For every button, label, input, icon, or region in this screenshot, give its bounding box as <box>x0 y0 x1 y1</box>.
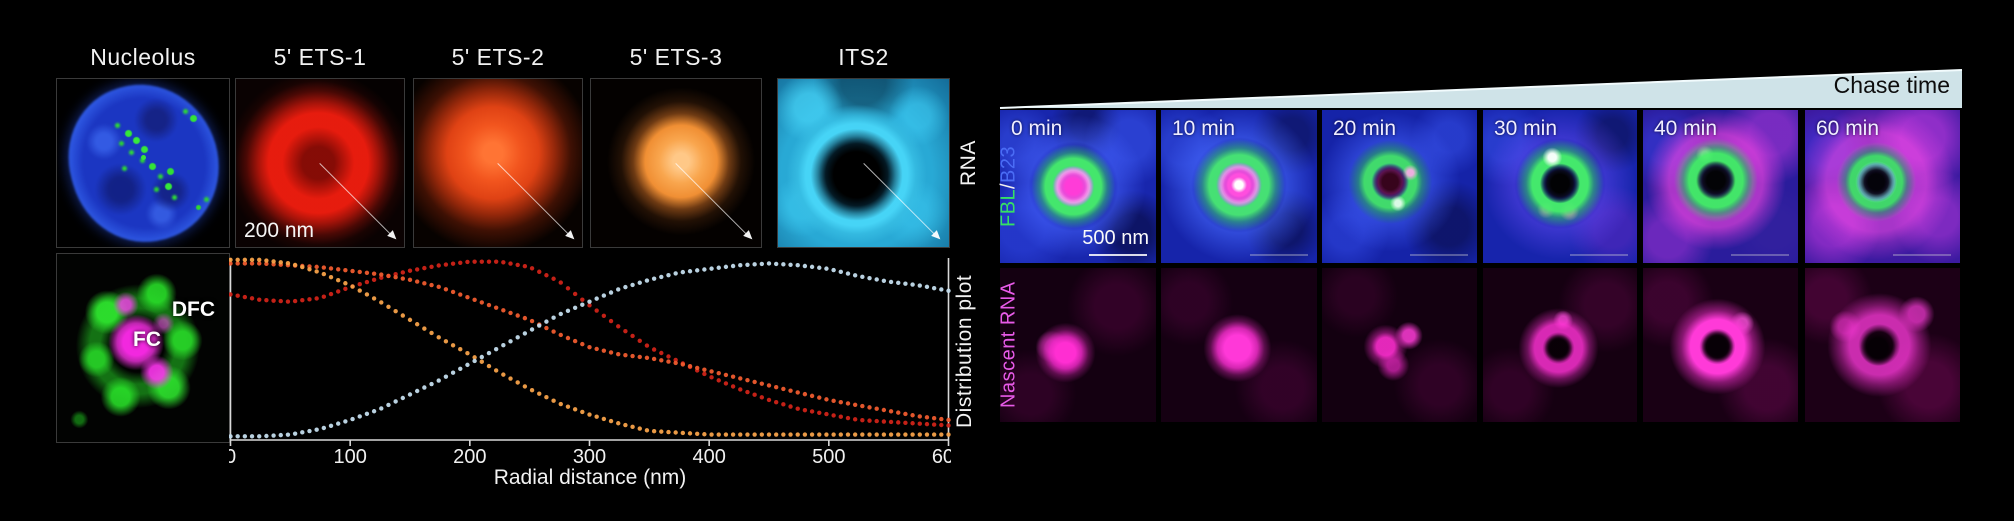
nucleolus-image <box>56 78 230 248</box>
chase-time-label: Chase time <box>1833 72 1950 98</box>
panel-title-nucleolus: Nucleolus <box>90 44 196 70</box>
fbl-b23-row-label: FBL / B23 <box>995 110 1023 263</box>
svg-text:500: 500 <box>812 446 845 467</box>
fbl-b23-image-60min: 60 min <box>1805 110 1960 263</box>
nascent-rna-row-label: Nascent RNA <box>997 281 1020 409</box>
nascent-rna-image-10min <box>1161 268 1317 422</box>
b23-label: B23 <box>997 145 1020 183</box>
panel-title-5ets1: 5' ETS-1 <box>273 44 367 70</box>
nascent-rna-image-20min <box>1322 268 1477 422</box>
svg-text:300: 300 <box>573 446 606 467</box>
scale-bar-line <box>1410 254 1468 256</box>
radial-distribution-plot: 0 100 200 300 400 500 600 <box>229 257 951 467</box>
green-speckles <box>141 155 146 160</box>
time-label-10min: 10 min <box>1172 117 1236 140</box>
svg-text:0: 0 <box>229 446 236 467</box>
nascent-rna-image-40min <box>1643 268 1798 422</box>
x-axis-label: Radial distance (nm) <box>493 466 687 489</box>
nascent-rna-image-30min <box>1483 268 1637 422</box>
scale-bar-200nm-label: 200 nm <box>244 219 315 242</box>
panel-title-5ets3: 5' ETS-3 <box>629 44 723 70</box>
scale-bar-500nm-line <box>1089 254 1147 256</box>
scale-bar-line <box>1570 254 1628 256</box>
5ets3-image <box>590 78 762 248</box>
time-label-20min: 20 min <box>1333 117 1397 140</box>
fc-label: FC <box>133 328 161 351</box>
scale-bar-200nm-line <box>248 247 286 248</box>
time-label-0min: 0 min <box>1011 117 1063 140</box>
panel-title-its2: ITS2 <box>838 44 889 70</box>
5ets2-image <box>413 78 583 248</box>
distribution-plot-label: Distribution plot <box>953 274 976 428</box>
rna-row-label: RNA <box>957 140 980 186</box>
nascent-rna-image-60min <box>1805 268 1960 422</box>
scale-bar-500nm-label: 500 nm <box>1082 227 1149 249</box>
chase-time-wedge-icon <box>999 69 1963 109</box>
scale-bar-200nm: 200 nm <box>244 219 315 248</box>
pointer-arrow-icon <box>675 163 747 235</box>
panel-title-5ets2: 5' ETS-2 <box>451 44 545 70</box>
pointer-arrow-icon <box>497 163 569 235</box>
its2-image <box>777 78 950 248</box>
pointer-arrow-icon <box>319 163 391 235</box>
time-label-40min: 40 min <box>1654 117 1718 140</box>
fbl-b23-image-10min: 10 min <box>1161 110 1317 263</box>
fbl-b23-image-0min: 0 min 500 nm <box>1000 110 1156 263</box>
svg-text:200: 200 <box>453 446 486 467</box>
fc-dfc-image: DFC FC <box>56 253 230 443</box>
fbl-b23-separator: / <box>997 182 1020 189</box>
fbl-b23-image-20min: 20 min <box>1322 110 1477 263</box>
5ets1-image: 200 nm <box>235 78 405 248</box>
scale-bar-line <box>1893 254 1951 256</box>
fbl-b23-image-40min: 40 min <box>1643 110 1798 263</box>
svg-text:400: 400 <box>692 446 725 467</box>
scale-bar-line <box>1250 254 1308 256</box>
svg-text:600: 600 <box>932 446 951 467</box>
pointer-arrow-icon <box>862 163 935 235</box>
time-label-30min: 30 min <box>1494 117 1558 140</box>
scale-bar-line <box>1731 254 1789 256</box>
svg-text:100: 100 <box>333 446 366 467</box>
time-label-60min: 60 min <box>1816 117 1880 140</box>
fbl-label: FBL <box>997 188 1020 228</box>
fbl-b23-image-30min: 30 min <box>1483 110 1637 263</box>
nascent-rna-image-0min <box>1000 268 1156 422</box>
dfc-label: DFC <box>171 298 215 321</box>
nucleus-shape <box>57 79 229 247</box>
